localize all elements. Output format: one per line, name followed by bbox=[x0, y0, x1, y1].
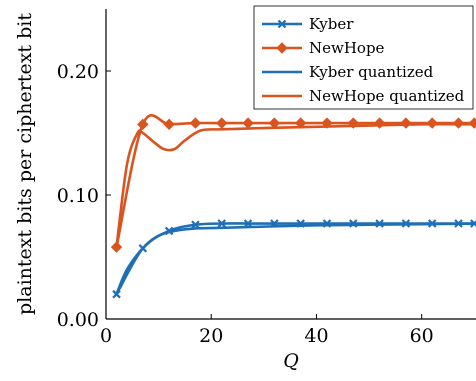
ticks: 0 20 40 60 0.00 0.10 0.20 bbox=[57, 61, 434, 347]
series-line-newhope-quantized bbox=[115, 122, 476, 249]
data-point-newhope bbox=[400, 117, 412, 129]
data-point-newhope bbox=[189, 117, 202, 129]
data-point-kyber bbox=[217, 219, 227, 228]
series-line-newhope bbox=[115, 114, 476, 249]
series-newhope-quantized bbox=[115, 122, 476, 249]
legend-entry-newhope-quantized: NewHope quantized bbox=[262, 87, 465, 105]
series-layer bbox=[110, 114, 476, 299]
series-kyber-quantized bbox=[115, 222, 476, 296]
y-tick-label: 0.10 bbox=[57, 185, 99, 207]
legend-marker bbox=[276, 42, 288, 54]
legend-label: Kyber quantized bbox=[309, 63, 434, 81]
x-tick-label: 60 bbox=[410, 325, 434, 347]
y-axis-label: plaintext bits per ciphertext bit bbox=[14, 13, 36, 315]
x-axis-label: Q bbox=[283, 350, 299, 372]
legend-marker bbox=[277, 19, 287, 29]
data-point-newhope bbox=[163, 118, 175, 131]
x-tick-label: 0 bbox=[100, 325, 112, 347]
data-point-newhope bbox=[137, 118, 149, 131]
series-line-kyber bbox=[115, 222, 476, 296]
legend-label: NewHope quantized bbox=[309, 87, 465, 105]
x-tick-label: 20 bbox=[199, 325, 223, 347]
data-point-newhope bbox=[216, 117, 228, 129]
legend-label: Kyber bbox=[309, 15, 354, 33]
axes bbox=[105, 9, 476, 320]
legend-entry-kyber: Kyber bbox=[262, 15, 354, 33]
data-point-newhope bbox=[242, 117, 254, 129]
y-tick-label: 0.20 bbox=[57, 61, 99, 83]
series-line-kyber-quantized bbox=[115, 222, 476, 296]
legend-label: NewHope bbox=[309, 39, 385, 57]
legend: Kyber NewHope Kyber quantized NewHope quant… bbox=[253, 5, 474, 110]
legend-entry-kyber-quantized: Kyber quantized bbox=[262, 63, 434, 81]
x-tick-label: 40 bbox=[304, 325, 328, 347]
legend-entry-newhope: NewHope bbox=[262, 39, 385, 57]
y-tick-label: 0.00 bbox=[57, 309, 99, 331]
